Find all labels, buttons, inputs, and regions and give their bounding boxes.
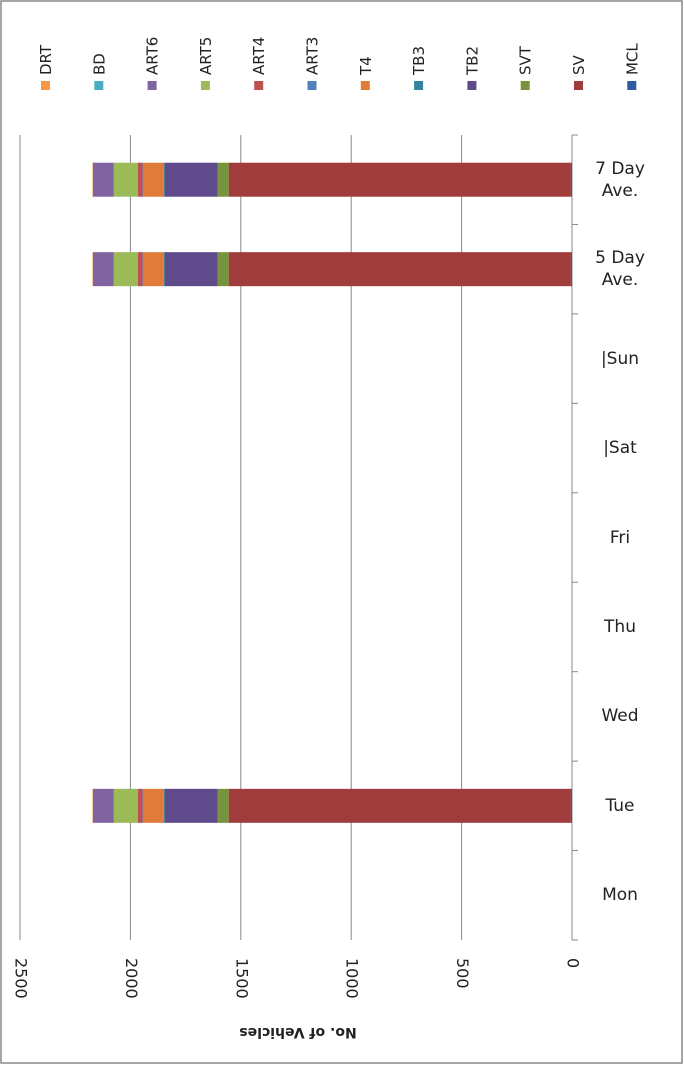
category-label: Wed <box>601 706 639 727</box>
x-tick-label: 2500 <box>12 958 31 999</box>
legend-swatch <box>307 81 317 90</box>
category-label: Thu <box>604 616 636 637</box>
x-tick-label: 0 <box>564 958 583 968</box>
legend-label: TB2 <box>463 46 481 76</box>
legend-swatch <box>360 81 370 90</box>
bar-segment <box>570 788 572 823</box>
bar-segment <box>137 162 143 197</box>
axis-title: No. of Vehicles <box>239 1024 356 1040</box>
x-tick-label: 2000 <box>122 958 141 999</box>
legend-label: TB3 <box>410 46 428 76</box>
bar-segment <box>137 252 143 287</box>
bar-segment <box>570 162 572 197</box>
bar-segment <box>142 162 164 197</box>
legend-swatch <box>41 81 50 90</box>
category-label: 7 Day Ave. <box>595 158 645 201</box>
bar-segment <box>92 252 114 287</box>
legend-label: MCL <box>623 43 641 75</box>
bar-segment <box>228 788 571 823</box>
legend-label: SVT <box>517 45 535 75</box>
bar-segment <box>113 788 138 823</box>
bar-segment <box>228 162 571 197</box>
bar-segment <box>113 252 138 287</box>
x-tick-label: 1000 <box>343 958 362 999</box>
category-label: |Sun <box>600 348 640 369</box>
legend-label: ART3 <box>304 37 322 75</box>
legend-swatch <box>94 81 104 90</box>
legend-swatch <box>200 81 210 90</box>
bar-segment <box>228 252 571 287</box>
bar-segment <box>164 788 218 823</box>
bar-segment <box>142 788 164 823</box>
bar-segment <box>164 162 218 197</box>
category-label: Fri <box>609 527 631 548</box>
x-tick-label: 500 <box>453 958 472 989</box>
category-label: Tue <box>605 795 635 816</box>
bar-segment <box>163 162 165 197</box>
bar-segment <box>163 788 165 823</box>
category-label: 5 Day Ave. <box>595 248 645 291</box>
bar-segment <box>164 252 218 287</box>
legend-swatch <box>414 81 424 90</box>
legend-swatch <box>147 81 157 90</box>
bar-segment <box>137 788 143 823</box>
bar-segment <box>217 252 229 287</box>
bar-segment <box>163 252 165 287</box>
category-label: |Sat <box>603 438 637 459</box>
legend-swatch <box>254 81 264 90</box>
bar-segment <box>142 252 164 287</box>
legend-swatch <box>574 81 583 90</box>
bar-segment <box>92 162 114 197</box>
legend-swatch <box>520 81 530 90</box>
legend-label: ART5 <box>197 37 215 75</box>
category-label: Mon <box>602 885 638 906</box>
legend-label: BD <box>90 53 108 75</box>
legend-label: ART4 <box>250 37 268 75</box>
legend-label: DRT <box>37 44 55 75</box>
legend-label: ART6 <box>144 37 162 75</box>
legend-swatch <box>467 81 477 90</box>
legend-label: SV <box>570 54 588 75</box>
legend-label: T4 <box>357 56 375 76</box>
bar-segment <box>217 162 229 197</box>
x-tick-label: 1500 <box>232 958 251 999</box>
bar-segment <box>92 788 114 823</box>
bar-segment <box>217 788 229 823</box>
bar-segment <box>570 252 572 287</box>
bar-segment <box>113 162 138 197</box>
legend-swatch <box>627 81 637 90</box>
